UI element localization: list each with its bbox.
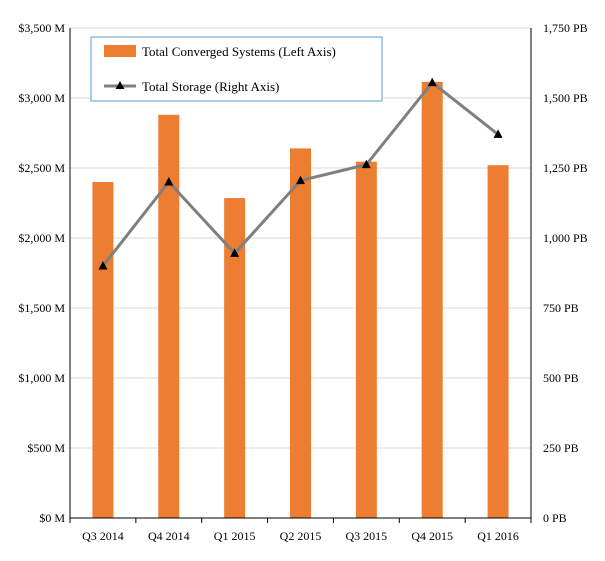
- bar-q3-2014: [92, 182, 114, 518]
- legend-bar-swatch: [104, 45, 136, 57]
- bar-q2-2015: [290, 148, 311, 518]
- left-tick-label: $500 M: [27, 441, 65, 455]
- axes: [69, 28, 532, 523]
- right-tick-label: 1,500 PB: [543, 91, 588, 105]
- right-tick-label: 250 PB: [543, 441, 579, 455]
- left-tick-label: $3,000 M: [18, 91, 65, 105]
- bar-q1-2015: [224, 198, 246, 518]
- left-tick-label: $0 M: [39, 511, 65, 525]
- left-tick-label: $3,500 M: [18, 21, 65, 35]
- bar-series: [92, 81, 509, 519]
- x-tick-label: Q3 2015: [346, 529, 388, 543]
- x-tick-label: Q3 2014: [82, 529, 124, 543]
- x-tick-label: Q4 2015: [411, 529, 453, 543]
- left-axis-tick-labels: $0 M $500 M $1,000 M $1,500 M $2,000 M $2,500…: [18, 21, 65, 525]
- storage-point-q2-2015: [296, 175, 305, 185]
- storage-point-q1-2016: [493, 129, 503, 138]
- right-tick-label: 1,750 PB: [543, 21, 588, 35]
- right-tick-label: 750 PB: [543, 301, 579, 315]
- left-tick-label: $1,500 M: [18, 301, 65, 315]
- storage-point-q3-2014: [98, 261, 108, 270]
- legend-box: [90, 36, 383, 102]
- x-tick-label: Q4 2014: [148, 529, 190, 543]
- x-tick-label: Q2 2015: [280, 529, 322, 543]
- right-tick-label: 500 PB: [543, 371, 579, 385]
- storage-point-q1-2015: [230, 248, 240, 257]
- line-series: [98, 77, 503, 270]
- legend-line-marker: [115, 81, 125, 89]
- legend-entry-line: Total Storage (Right Axis): [142, 79, 279, 94]
- right-tick-label: 1,250 PB: [543, 161, 588, 175]
- x-axis-tick-labels: Q3 2014 Q4 2014 Q1 2015 Q2 2015 Q3 2015 Q4 20…: [82, 529, 519, 543]
- storage-point-q4-2015: [427, 77, 437, 87]
- legend-entry-bar: Total Converged Systems (Left Axis): [142, 44, 336, 59]
- bar-q4-2014: [158, 114, 180, 519]
- right-tick-label: 1,000 PB: [543, 231, 588, 245]
- storage-point-q3-2015: [361, 159, 371, 169]
- right-tick-label: 0 PB: [543, 511, 567, 525]
- x-tick-label: Q1 2015: [214, 529, 256, 543]
- storage-point-q4-2014: [164, 177, 174, 186]
- left-tick-label: $2,500 M: [18, 161, 65, 175]
- right-axis-tick-labels: 0 PB 250 PB 500 PB 750 PB 1,000 PB 1,250 PB 1,…: [543, 21, 588, 525]
- bar-q3-2015: [355, 161, 377, 518]
- left-tick-label: $1,000 M: [18, 371, 65, 385]
- left-tick-label: $2,000 M: [18, 231, 65, 245]
- bar-q1-2016: [487, 165, 509, 518]
- x-tick-label: Q1 2016: [477, 529, 519, 543]
- legend: Total Converged Systems (Left Axis) Tota…: [90, 36, 383, 102]
- bar-q4-2015: [421, 81, 443, 519]
